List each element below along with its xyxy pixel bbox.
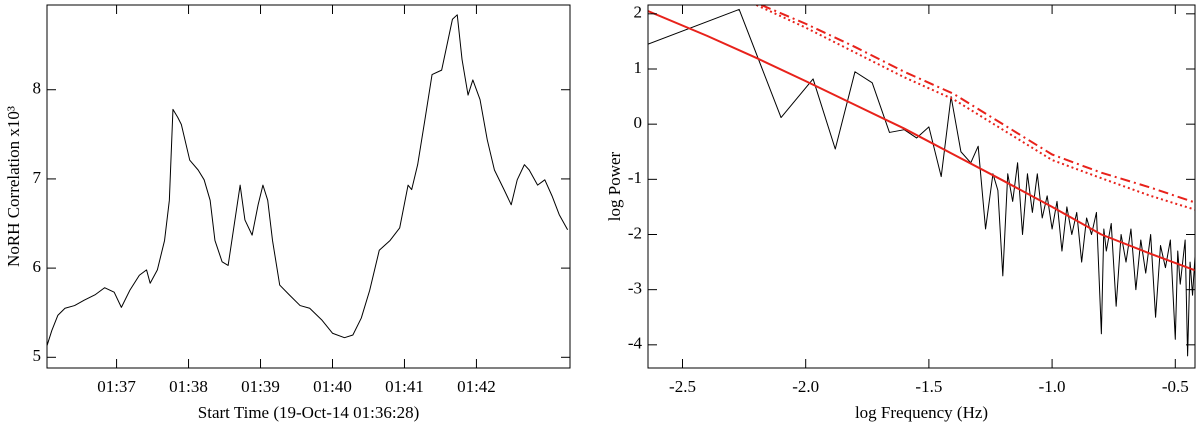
y-tick-label: -3	[628, 279, 642, 298]
plot-area	[648, 5, 1195, 357]
x-tick-label: 01:40	[313, 377, 352, 396]
y-axis-label: NoRH Correlation x10³	[4, 106, 23, 267]
x-tick-label: -1.0	[1039, 377, 1066, 396]
x-tick-label: -1.5	[915, 377, 942, 396]
x-tick-label: 01:41	[385, 377, 424, 396]
y-tick-label: 5	[33, 346, 42, 365]
plot-area	[47, 14, 569, 346]
y-axis-label: log Power	[605, 151, 624, 221]
x-tick-label: 01:38	[169, 377, 208, 396]
x-axis-label: log Frequency (Hz)	[855, 403, 988, 422]
y-tick-label: 2	[634, 3, 643, 22]
y-tick-label: -1	[628, 168, 642, 187]
y-tick-label: 6	[33, 257, 42, 276]
y-tick-label: 8	[33, 79, 42, 98]
data-line	[648, 8, 1195, 357]
x-tick-label: 01:37	[97, 377, 136, 396]
data-line	[755, 5, 1195, 211]
plot-frame	[647, 4, 1196, 369]
x-axis-label: Start Time (19-Oct-14 01:36:28)	[198, 403, 419, 422]
data-line	[760, 5, 1195, 204]
x-tick-label: -0.5	[1162, 377, 1189, 396]
y-tick-label: -2	[628, 223, 642, 242]
plot-frame	[46, 4, 571, 369]
y-tick-label: 7	[33, 168, 42, 187]
x-tick-label: 01:42	[457, 377, 496, 396]
y-tick-label: -4	[628, 334, 643, 353]
y-tick-label: 0	[634, 113, 643, 132]
x-tick-label: -2.5	[669, 377, 696, 396]
data-line	[648, 10, 1195, 272]
x-tick-label: -2.0	[792, 377, 819, 396]
y-tick-label: 1	[634, 58, 643, 77]
x-tick-label: 01:39	[241, 377, 280, 396]
data-line	[47, 14, 569, 346]
